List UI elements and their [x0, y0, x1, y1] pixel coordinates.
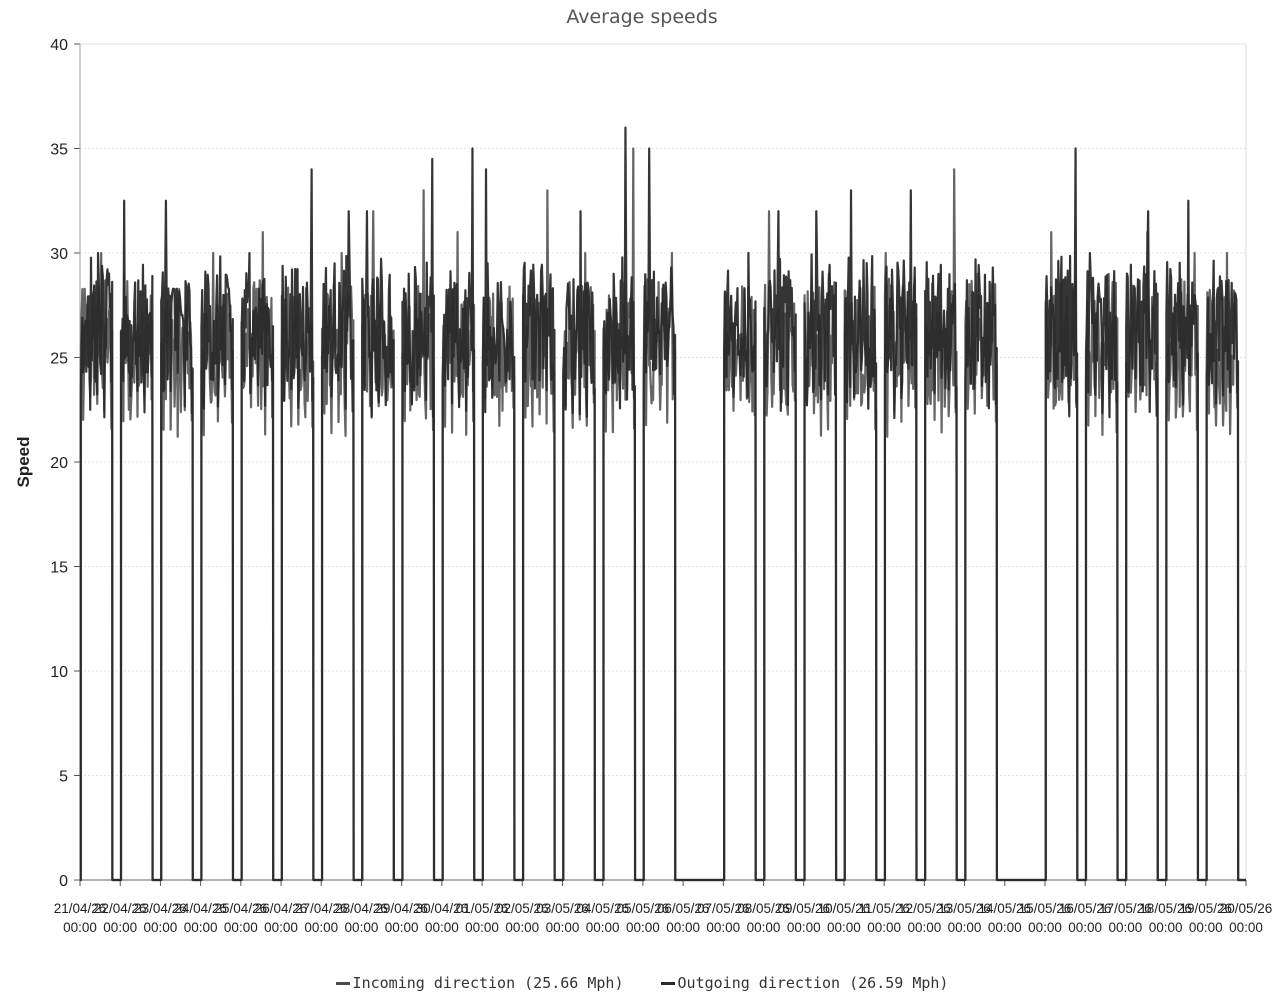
legend-swatch-outgoing [660, 982, 675, 985]
chart-title: Average speeds [566, 6, 718, 28]
x-tick-label: 18/05/26 00:00 [1139, 901, 1192, 935]
legend: Incoming direction (25.66 Mph) Outgoing … [0, 974, 1284, 992]
x-tick-label: 14/05/26 00:00 [978, 901, 1031, 935]
legend-label-incoming: Incoming direction (25.66 Mph) [352, 974, 624, 992]
x-tick-label: 26/04/26 00:00 [255, 901, 308, 935]
x-tick-label: 24/04/26 00:00 [174, 901, 227, 935]
x-tick-label: 19/05/26 00:00 [1180, 901, 1233, 935]
y-tick-label: 30 [50, 246, 68, 263]
plot-background [79, 43, 1247, 881]
legend-item-outgoing: Outgoing direction (26.59 Mph) [660, 974, 949, 992]
x-tick-label: 17/05/26 00:00 [1099, 901, 1152, 935]
x-tick-label: 10/05/26 00:00 [818, 901, 871, 935]
y-tick-label: 25 [50, 351, 68, 368]
x-tick-label: 05/05/26 00:00 [617, 901, 670, 935]
x-tick-label: 11/05/26 00:00 [858, 901, 910, 935]
x-tick-label: 25/04/26 00:00 [215, 901, 268, 935]
x-tick-label: 04/05/26 00:00 [576, 901, 629, 935]
x-tick-label: 20/05/26 00:00 [1220, 901, 1273, 935]
legend-label-outgoing: Outgoing direction (26.59 Mph) [677, 974, 949, 992]
x-tick-label: 01/05/26 00:00 [456, 901, 509, 935]
x-tick-label: 27/04/26 00:00 [295, 901, 348, 935]
x-tick-label: 09/05/26 00:00 [777, 901, 830, 935]
y-tick-label: 15 [50, 560, 68, 577]
y-tick-label: 20 [50, 455, 68, 472]
x-tick-label: 15/05/26 00:00 [1019, 901, 1072, 935]
x-tick-label: 12/05/26 00:00 [898, 901, 951, 935]
legend-item-incoming: Incoming direction (25.66 Mph) [335, 974, 624, 992]
x-tick-label: 22/04/26 00:00 [94, 901, 147, 935]
x-tick-label: 02/05/26 00:00 [496, 901, 549, 935]
y-tick-label: 0 [59, 873, 68, 890]
x-tick-label: 07/05/26 00:00 [697, 901, 750, 935]
x-tick-label: 29/04/26 00:00 [375, 901, 428, 935]
series-line-outgoing [79, 126, 1246, 882]
legend-swatch-incoming [335, 982, 350, 985]
x-tick-label: 06/05/26 00:00 [657, 901, 710, 935]
y-tick-label: 10 [50, 664, 68, 681]
x-tick-label: 21/04/26 00:00 [54, 901, 107, 935]
x-tick-label: 08/05/26 00:00 [737, 901, 790, 935]
x-tick-label: 23/04/26 00:00 [134, 901, 187, 935]
x-tick-label: 13/05/26 00:00 [938, 901, 991, 935]
y-tick-label: 5 [59, 769, 68, 786]
x-tick-label: 03/05/26 00:00 [536, 901, 589, 935]
x-tick-label: 28/04/26 00:00 [335, 901, 388, 935]
y-tick-label: 35 [50, 142, 68, 159]
x-tick-label: 30/04/26 00:00 [416, 901, 469, 935]
y-tick-label: 40 [50, 37, 68, 54]
x-tick-label: 16/05/26 00:00 [1059, 901, 1112, 935]
